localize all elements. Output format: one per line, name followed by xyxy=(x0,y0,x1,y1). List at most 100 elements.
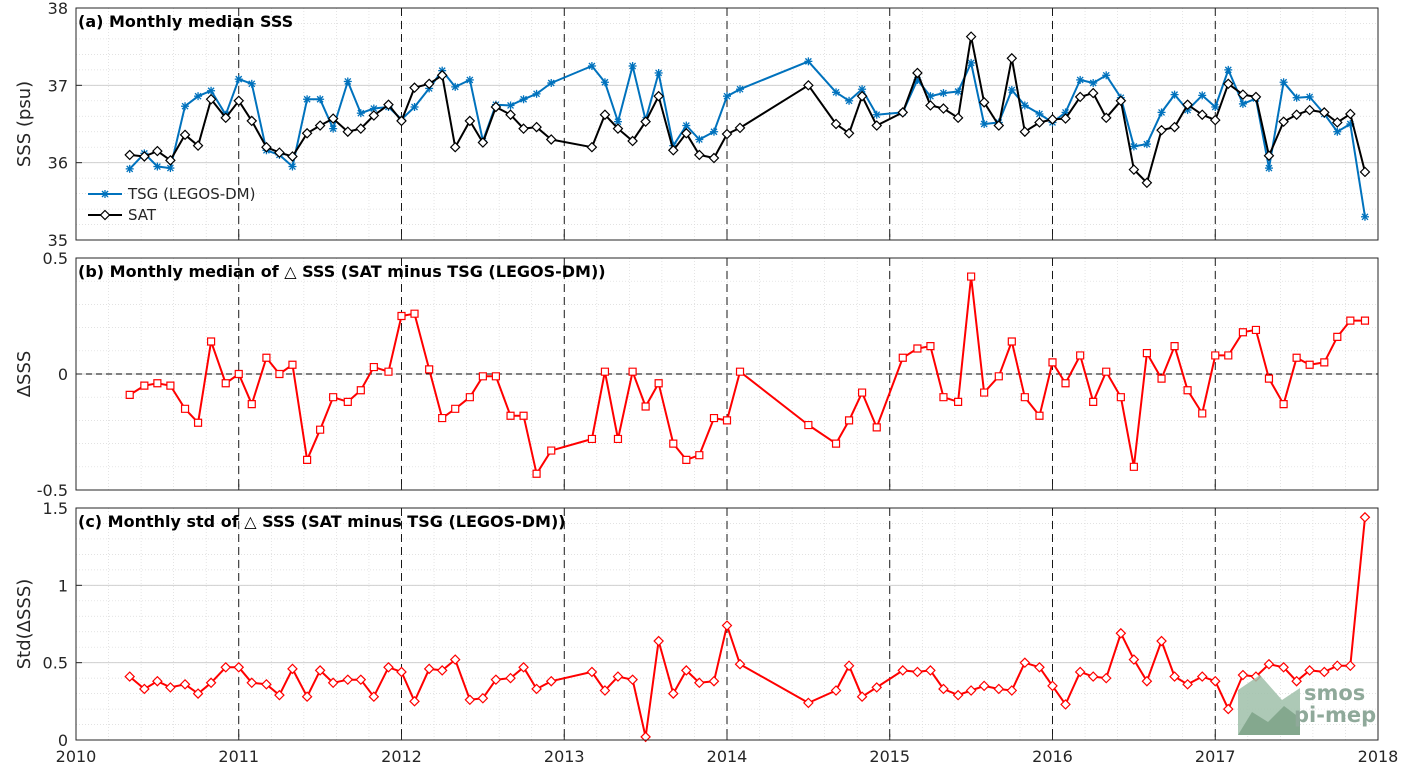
data-point xyxy=(832,88,841,97)
data-point xyxy=(1019,657,1031,669)
data-point xyxy=(654,68,663,77)
data-point xyxy=(1047,114,1058,125)
data-point xyxy=(693,149,705,161)
data-point xyxy=(1019,126,1031,138)
data-point xyxy=(1278,116,1289,128)
data-point xyxy=(993,683,1005,695)
data-point xyxy=(368,691,380,703)
data-point xyxy=(978,680,990,692)
data-point xyxy=(667,144,679,156)
y-tick-label: -0.5 xyxy=(37,481,68,500)
data-point xyxy=(1198,91,1207,100)
y-tick-label: 0.5 xyxy=(43,654,68,673)
data-point xyxy=(140,381,149,390)
data-point xyxy=(734,658,746,670)
data-point xyxy=(301,127,313,139)
data-point xyxy=(314,120,326,131)
data-point xyxy=(465,393,474,402)
data-point xyxy=(1007,85,1016,94)
data-point xyxy=(356,386,365,395)
data-point xyxy=(735,367,745,376)
data-point xyxy=(545,675,557,687)
legend-marker xyxy=(99,209,111,221)
data-point xyxy=(938,103,949,114)
data-point xyxy=(628,367,637,376)
data-point xyxy=(682,455,691,464)
data-point xyxy=(1047,680,1058,692)
data-point xyxy=(316,425,325,434)
data-point xyxy=(369,362,378,372)
data-point xyxy=(695,451,704,460)
data-point xyxy=(1157,374,1166,383)
data-point xyxy=(721,620,733,631)
data-point xyxy=(329,393,338,402)
y-tick-label: 0.5 xyxy=(43,249,68,268)
data-point xyxy=(464,694,476,706)
data-point xyxy=(1198,409,1207,418)
data-point xyxy=(327,677,339,689)
data-point xyxy=(316,95,325,104)
x-tick-label: 2014 xyxy=(707,747,748,766)
data-point xyxy=(506,411,515,420)
data-point xyxy=(519,411,528,420)
data-point xyxy=(897,107,909,118)
data-point xyxy=(980,120,989,128)
data-point xyxy=(669,439,678,448)
panel-title: (c) Monthly std of △ SSS (SAT minus TSG … xyxy=(78,512,566,531)
data-point xyxy=(384,367,393,376)
data-point xyxy=(640,116,651,128)
data-point xyxy=(993,120,1005,131)
data-point xyxy=(547,79,556,88)
data-point xyxy=(613,434,623,444)
data-point xyxy=(1089,79,1098,88)
data-point xyxy=(153,379,162,388)
data-point xyxy=(1102,71,1111,80)
data-point xyxy=(1344,660,1356,672)
data-point xyxy=(1087,671,1099,682)
data-point xyxy=(329,124,338,133)
data-point xyxy=(1060,113,1071,124)
data-point xyxy=(1263,150,1275,162)
data-point xyxy=(1169,121,1180,133)
data-point xyxy=(179,129,191,141)
y-tick-label: 0 xyxy=(58,365,68,384)
data-point xyxy=(1237,89,1249,100)
data-point xyxy=(1305,92,1314,101)
data-point xyxy=(410,309,419,318)
data-point xyxy=(1209,114,1221,126)
legend: TSG (LEGOS-DM) SAT xyxy=(88,185,255,224)
y-axis-label: ΔSSS xyxy=(14,351,35,398)
data-point xyxy=(952,689,964,701)
data-point xyxy=(436,665,448,676)
data-point xyxy=(261,678,272,690)
data-point xyxy=(342,674,354,686)
data-point xyxy=(856,90,868,102)
data-point xyxy=(1170,90,1179,99)
data-point xyxy=(220,661,232,673)
data-point xyxy=(465,75,474,84)
data-point xyxy=(1320,358,1329,367)
data-point xyxy=(1331,117,1343,128)
data-point xyxy=(1020,101,1029,110)
legend-label: TSG (LEGOS-DM) xyxy=(127,185,255,203)
data-point xyxy=(153,162,162,171)
data-point xyxy=(1211,102,1220,111)
data-point xyxy=(246,115,258,127)
data-point xyxy=(233,661,245,673)
data-point xyxy=(1360,316,1370,325)
data-point xyxy=(1156,124,1167,136)
data-point xyxy=(1196,671,1208,682)
data-point xyxy=(1237,669,1249,681)
data-point xyxy=(262,353,271,362)
data-point xyxy=(179,678,191,690)
data-point xyxy=(506,101,515,110)
data-point xyxy=(1060,699,1071,710)
data-point xyxy=(897,665,909,676)
data-point xyxy=(303,455,312,464)
data-point xyxy=(586,666,598,678)
data-point xyxy=(532,469,541,478)
data-point xyxy=(1182,678,1193,690)
data-point xyxy=(843,127,855,139)
data-point xyxy=(303,95,312,104)
